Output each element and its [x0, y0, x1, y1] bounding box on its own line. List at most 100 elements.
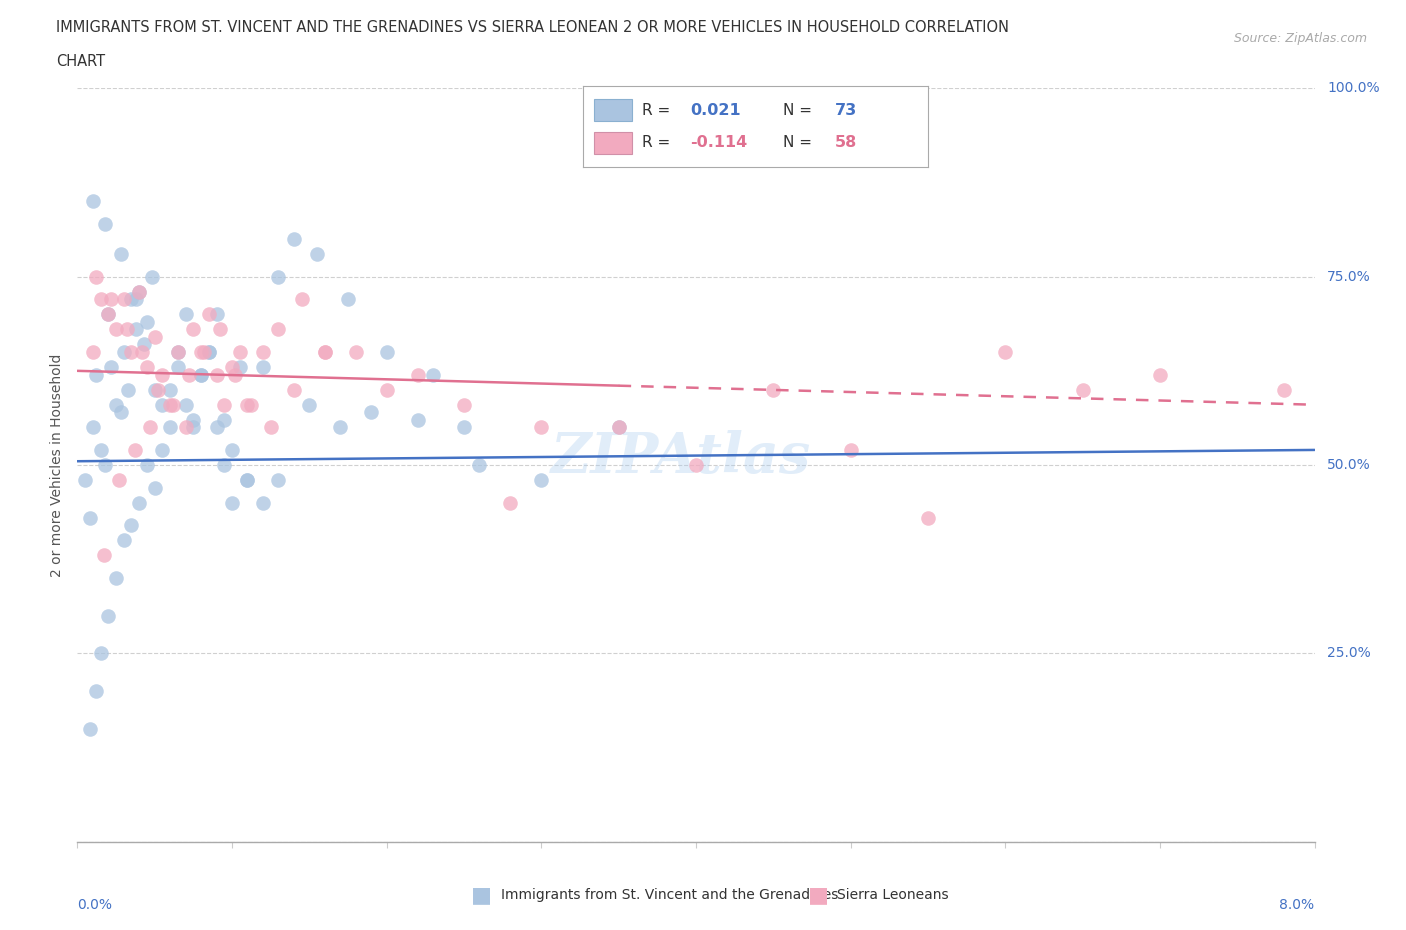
Point	[100, 360, 122, 375]
Point	[1272, 382, 1295, 397]
Point	[159, 420, 181, 435]
Text: IMMIGRANTS FROM ST. VINCENT AND THE GRENADINES VS SIERRA LEONEAN 2 OR MORE VEHIC: IMMIGRANTS FROM ST. VINCENT AND THE GREN…	[56, 20, 1010, 35]
Point	[530, 420, 553, 435]
Point	[208, 322, 231, 337]
Point	[1149, 367, 1171, 382]
Point	[197, 307, 219, 322]
Point	[128, 495, 150, 510]
Text: 50.0%: 50.0%	[1327, 458, 1371, 472]
Text: 73: 73	[835, 102, 858, 117]
Point	[136, 360, 159, 375]
Point	[839, 443, 862, 458]
Point	[453, 420, 475, 435]
Point	[110, 246, 132, 261]
Point	[197, 344, 219, 359]
Text: ■: ■	[471, 884, 492, 905]
Point	[329, 420, 352, 435]
Y-axis label: 2 or more Vehicles in Household: 2 or more Vehicles in Household	[51, 353, 65, 577]
Point	[82, 194, 104, 209]
Point	[136, 458, 159, 472]
Point	[183, 412, 205, 427]
Point	[143, 329, 166, 344]
Point	[93, 548, 115, 563]
Point	[141, 270, 163, 285]
Text: 58: 58	[835, 136, 858, 151]
Point	[174, 307, 197, 322]
Point	[314, 344, 336, 359]
Point	[236, 397, 259, 412]
Text: R =: R =	[643, 102, 671, 117]
Point	[221, 443, 243, 458]
Point	[159, 397, 181, 412]
Point	[267, 270, 290, 285]
Bar	[593, 99, 631, 122]
Point	[994, 344, 1017, 359]
Point	[1071, 382, 1094, 397]
Point	[136, 314, 159, 329]
Text: N =: N =	[783, 102, 813, 117]
Point	[607, 420, 630, 435]
Point	[224, 367, 246, 382]
Text: R =: R =	[643, 136, 671, 151]
Point	[121, 518, 143, 533]
Point	[205, 367, 228, 382]
Point	[406, 367, 429, 382]
Text: ■: ■	[808, 884, 830, 905]
Point	[97, 307, 120, 322]
Point	[252, 344, 274, 359]
Point	[124, 443, 146, 458]
Point	[90, 443, 111, 458]
Point	[108, 472, 131, 487]
Point	[84, 367, 107, 382]
Point	[360, 405, 382, 419]
Point	[167, 360, 190, 375]
Point	[84, 684, 107, 698]
Point	[239, 397, 262, 412]
Bar	[593, 132, 631, 154]
Point	[110, 405, 132, 419]
Text: 75.0%: 75.0%	[1327, 270, 1371, 284]
Point	[125, 292, 148, 307]
Point	[112, 533, 135, 548]
Point	[79, 511, 101, 525]
Point	[152, 443, 174, 458]
Point	[422, 367, 444, 382]
Point	[221, 495, 243, 510]
Point	[112, 292, 135, 307]
Point	[75, 472, 96, 487]
Point	[128, 285, 150, 299]
Point	[82, 420, 104, 435]
Point	[152, 367, 174, 382]
Point	[344, 344, 367, 359]
Point	[90, 645, 111, 660]
Point	[94, 217, 117, 232]
Text: 8.0%: 8.0%	[1279, 898, 1315, 912]
Point	[177, 367, 200, 382]
Point	[167, 344, 190, 359]
Point	[214, 397, 236, 412]
Point	[105, 322, 127, 337]
Point	[291, 292, 314, 307]
Point	[132, 337, 155, 352]
Point	[228, 344, 252, 359]
Point	[205, 420, 228, 435]
Text: 0.021: 0.021	[690, 102, 741, 117]
Text: N =: N =	[783, 136, 813, 151]
Point	[97, 307, 120, 322]
Point	[337, 292, 360, 307]
Point	[121, 292, 143, 307]
Point	[298, 397, 321, 412]
Text: Sierra Leoneans: Sierra Leoneans	[837, 887, 948, 902]
Text: CHART: CHART	[56, 54, 105, 69]
Point	[105, 397, 127, 412]
Point	[121, 344, 143, 359]
Point	[183, 322, 205, 337]
Point	[143, 480, 166, 495]
Point	[453, 397, 475, 412]
Point	[167, 344, 190, 359]
Point	[267, 472, 290, 487]
Point	[115, 322, 138, 337]
Point	[90, 292, 111, 307]
Point	[252, 360, 274, 375]
Point	[499, 495, 522, 510]
